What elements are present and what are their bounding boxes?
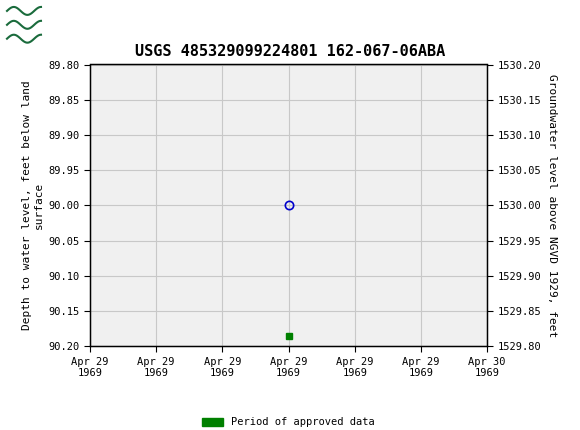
Y-axis label: Groundwater level above NGVD 1929, feet: Groundwater level above NGVD 1929, feet (547, 74, 557, 337)
Legend: Period of approved data: Period of approved data (198, 413, 379, 430)
Y-axis label: Depth to water level, feet below land
surface: Depth to water level, feet below land su… (23, 80, 44, 330)
Text: USGS: USGS (50, 16, 118, 36)
Bar (5, 5, 43, 46)
Text: USGS 485329099224801 162-067-06ABA: USGS 485329099224801 162-067-06ABA (135, 44, 445, 59)
